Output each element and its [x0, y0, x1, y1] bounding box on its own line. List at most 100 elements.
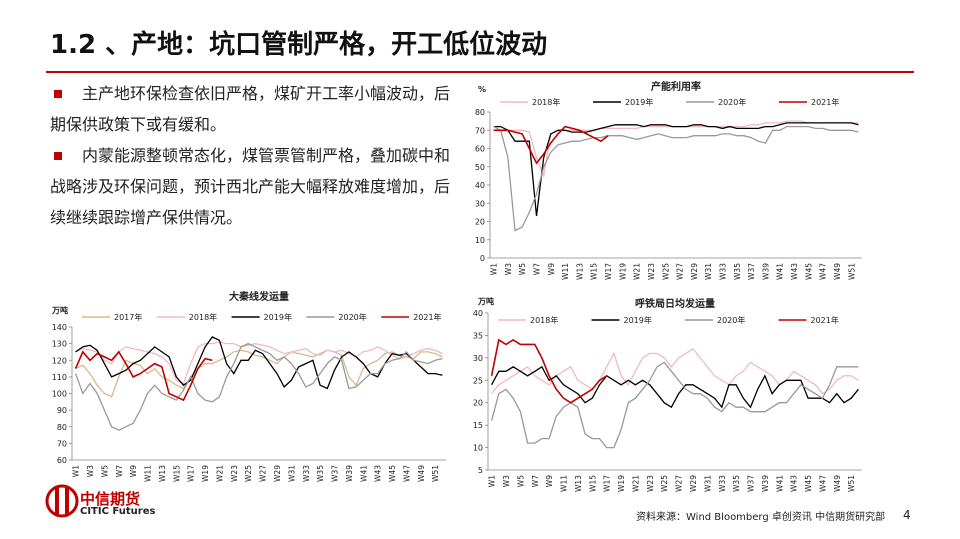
y-tick-label: 100 [52, 390, 67, 399]
y-axis-label: 万吨 [477, 296, 494, 306]
chart-title: 大秦线发运量 [229, 290, 289, 303]
legend-label: 2020年 [717, 315, 745, 325]
x-tick-label: W19 [618, 263, 627, 280]
x-tick-label: W15 [590, 263, 599, 280]
series-line [490, 361, 859, 449]
x-tick-label: W39 [761, 475, 770, 492]
x-tick-label: W21 [631, 475, 640, 492]
y-tick-label: 30 [475, 199, 485, 208]
x-tick-label: W21 [215, 465, 224, 482]
x-tick-label: W27 [675, 475, 684, 492]
x-tick-label: W29 [689, 475, 698, 492]
x-tick-label: W11 [560, 475, 569, 492]
logo-mark [45, 484, 79, 518]
x-tick-label: W19 [201, 465, 210, 482]
x-tick-label: W15 [172, 465, 181, 482]
y-tick-label: 35 [473, 331, 483, 340]
x-tick-label: W25 [660, 475, 669, 492]
legend-label: 2021年 [811, 97, 839, 107]
legend-label: 2018年 [530, 315, 558, 325]
y-tick-label: 0 [480, 254, 485, 263]
x-tick-label: W11 [144, 465, 153, 482]
y-tick-label: 10 [475, 236, 485, 245]
y-tick-label: 50 [475, 163, 485, 172]
y-tick-label: 40 [473, 309, 483, 318]
logo-text: 中信期货 [80, 490, 141, 508]
x-tick-label: W35 [316, 465, 325, 482]
x-tick-label: W17 [603, 475, 612, 492]
x-tick-label: W13 [575, 263, 584, 280]
y-tick-label: 120 [52, 356, 67, 365]
x-tick-label: W39 [761, 263, 770, 280]
y-tick-label: 70 [57, 439, 67, 448]
x-tick-label: W35 [733, 263, 742, 280]
x-tick-label: W27 [259, 465, 268, 482]
y-tick-label: 20 [473, 399, 483, 408]
x-tick-label: W37 [747, 263, 756, 280]
x-tick-label: W5 [518, 263, 527, 275]
x-tick-label: W43 [790, 475, 799, 492]
bullet: 内蒙能源整顿常态化，煤管票管制严格，叠加碳中和战略涉及环保问题，预计西北产能大幅… [50, 140, 450, 233]
x-tick-label: W5 [100, 465, 109, 477]
y-tick-label: 60 [475, 145, 485, 154]
x-tick-label: W45 [804, 475, 813, 492]
x-tick-label: W17 [604, 263, 613, 280]
x-tick-label: W1 [490, 263, 499, 275]
x-tick-label: W3 [86, 465, 95, 477]
x-tick-label: W41 [776, 263, 785, 280]
x-tick-label: W27 [676, 263, 685, 280]
series-line [490, 338, 608, 404]
chart-title: 呼铁局日均发运量 [635, 297, 715, 310]
x-tick-label: W49 [417, 465, 426, 482]
y-tick-label: 70 [475, 126, 485, 135]
x-tick-label: W49 [833, 475, 842, 492]
series-line [493, 120, 859, 179]
chart-title: 产能利用率 [651, 80, 701, 93]
bullet-list: 主产地环保检查依旧严格，煤矿开工率小幅波动，后期保供政策下或有缓和。 内蒙能源整… [50, 78, 450, 233]
x-tick-label: W45 [804, 263, 813, 280]
y-tick-label: 15 [473, 421, 483, 430]
source-note: 资料来源：Wind Bloomberg 卓创资讯 中信期货研究部 [636, 512, 886, 523]
x-tick-label: W39 [345, 465, 354, 482]
x-tick-label: W47 [402, 465, 411, 482]
x-tick-label: W13 [574, 475, 583, 492]
x-tick-label: W31 [287, 465, 296, 482]
y-axis-label: 万吨 [51, 305, 68, 315]
x-tick-label: W47 [818, 475, 827, 492]
x-tick-label: W1 [72, 465, 81, 477]
x-tick-label: W5 [516, 475, 525, 487]
x-tick-label: W45 [388, 465, 397, 482]
x-tick-label: W23 [230, 465, 239, 482]
series-line [74, 350, 213, 402]
series-line [75, 341, 443, 385]
x-tick-label: W47 [819, 263, 828, 280]
x-tick-label: W31 [703, 475, 712, 492]
x-tick-label: W37 [331, 465, 340, 482]
x-tick-label: W3 [502, 475, 511, 487]
x-tick-label: W7 [533, 263, 542, 275]
x-tick-label: W33 [718, 475, 727, 492]
x-tick-label: W37 [747, 475, 756, 492]
x-tick-label: W33 [302, 465, 311, 482]
y-tick-label: 40 [475, 181, 485, 190]
x-tick-label: W23 [646, 475, 655, 492]
x-tick-label: W17 [187, 465, 196, 482]
legend-label: 2021年 [413, 312, 441, 322]
legend-label: 2020年 [718, 97, 746, 107]
x-tick-label: W7 [115, 465, 124, 477]
y-axis-label: % [478, 85, 486, 94]
series-line [75, 336, 443, 390]
x-tick-label: W11 [561, 263, 570, 280]
legend-label: 2018年 [189, 312, 217, 322]
x-tick-label: W25 [244, 465, 253, 482]
x-tick-label: W51 [847, 263, 856, 280]
x-tick-label: W41 [775, 475, 784, 492]
x-tick-label: W29 [273, 465, 282, 482]
legend-label: 2019年 [624, 315, 652, 325]
x-tick-label: W41 [359, 465, 368, 482]
logo-subtext: CITIC Futures [80, 506, 156, 517]
y-tick-label: 90 [57, 406, 67, 415]
x-tick-label: W7 [531, 475, 540, 487]
